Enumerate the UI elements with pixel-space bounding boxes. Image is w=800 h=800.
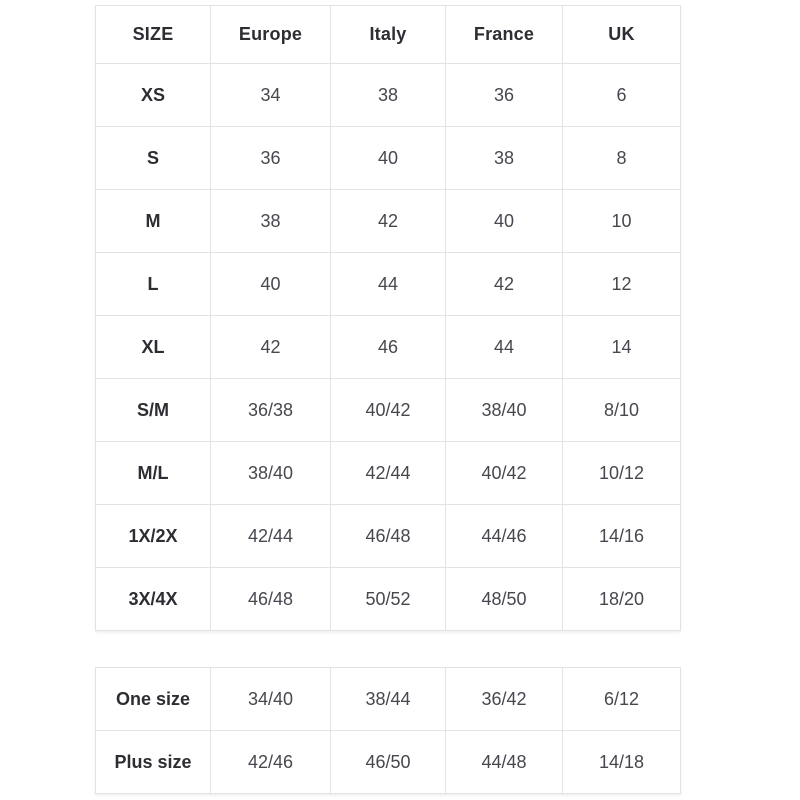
- size-label-cell: M: [95, 189, 211, 253]
- size-label-cell: 1X/2X: [95, 504, 211, 568]
- value-cell: 42/46: [210, 730, 331, 794]
- table-row: M 38 42 40 10: [95, 189, 681, 253]
- value-cell: 50/52: [330, 567, 446, 631]
- table-row: 1X/2X 42/44 46/48 44/46 14/16: [95, 504, 681, 568]
- size-conversion-table: SIZE Europe Italy France UK XS 34 38 36 6 S 36 40 38…: [95, 5, 681, 631]
- value-cell: 6: [562, 63, 681, 127]
- size-label-cell: 3X/4X: [95, 567, 211, 631]
- table-row: Plus size 42/46 46/50 44/48 14/18: [95, 730, 681, 794]
- value-cell: 40/42: [330, 378, 446, 442]
- table-row: XS 34 38 36 6: [95, 63, 681, 127]
- size-label-cell: S/M: [95, 378, 211, 442]
- table-row: M/L 38/40 42/44 40/42 10/12: [95, 441, 681, 505]
- size-conversion-table-header: SIZE Europe Italy France UK: [95, 5, 681, 64]
- value-cell: 46: [330, 315, 446, 379]
- value-cell: 6/12: [562, 667, 681, 731]
- value-cell: 42/44: [330, 441, 446, 505]
- value-cell: 34: [210, 63, 331, 127]
- table-row: S 36 40 38 8: [95, 126, 681, 190]
- value-cell: 8: [562, 126, 681, 190]
- header-cell: UK: [562, 5, 681, 64]
- value-cell: 44/46: [445, 504, 563, 568]
- value-cell: 40: [330, 126, 446, 190]
- value-cell: 38/44: [330, 667, 446, 731]
- value-cell: 42: [330, 189, 446, 253]
- table-row: 3X/4X 46/48 50/52 48/50 18/20: [95, 567, 681, 631]
- size-label-cell: One size: [95, 667, 211, 731]
- value-cell: 42: [445, 252, 563, 316]
- size-conversion-table-body: XS 34 38 36 6 S 36 40 38 8 M 38 42 40 10 L 40 44 42 12 XL 42 4…: [95, 63, 681, 631]
- header-cell: Europe: [210, 5, 331, 64]
- value-cell: 44: [445, 315, 563, 379]
- value-cell: 36/38: [210, 378, 331, 442]
- header-cell: Italy: [330, 5, 446, 64]
- value-cell: 36/42: [445, 667, 563, 731]
- value-cell: 40/42: [445, 441, 563, 505]
- value-cell: 14/16: [562, 504, 681, 568]
- value-cell: 46/48: [210, 567, 331, 631]
- size-label-cell: XL: [95, 315, 211, 379]
- value-cell: 36: [210, 126, 331, 190]
- value-cell: 46/48: [330, 504, 446, 568]
- value-cell: 38: [330, 63, 446, 127]
- value-cell: 44/48: [445, 730, 563, 794]
- one-size-plus-size-table: One size 34/40 38/44 36/42 6/12 Plus size 42/4…: [95, 667, 681, 794]
- value-cell: 34/40: [210, 667, 331, 731]
- table-row: One size 34/40 38/44 36/42 6/12: [95, 667, 681, 731]
- value-cell: 48/50: [445, 567, 563, 631]
- one-size-plus-size-table-body: One size 34/40 38/44 36/42 6/12 Plus size 42/4…: [95, 667, 681, 794]
- value-cell: 10: [562, 189, 681, 253]
- value-cell: 14: [562, 315, 681, 379]
- header-cell: France: [445, 5, 563, 64]
- size-label-cell: XS: [95, 63, 211, 127]
- value-cell: 18/20: [562, 567, 681, 631]
- header-row: SIZE Europe Italy France UK: [95, 5, 681, 64]
- value-cell: 14/18: [562, 730, 681, 794]
- size-label-cell: S: [95, 126, 211, 190]
- value-cell: 36: [445, 63, 563, 127]
- size-label-cell: Plus size: [95, 730, 211, 794]
- size-label-cell: L: [95, 252, 211, 316]
- value-cell: 44: [330, 252, 446, 316]
- value-cell: 12: [562, 252, 681, 316]
- value-cell: 42: [210, 315, 331, 379]
- value-cell: 38/40: [445, 378, 563, 442]
- table-row: XL 42 46 44 14: [95, 315, 681, 379]
- value-cell: 40: [445, 189, 563, 253]
- size-label-cell: M/L: [95, 441, 211, 505]
- value-cell: 42/44: [210, 504, 331, 568]
- value-cell: 10/12: [562, 441, 681, 505]
- value-cell: 38: [210, 189, 331, 253]
- table-row: S/M 36/38 40/42 38/40 8/10: [95, 378, 681, 442]
- table-row: L 40 44 42 12: [95, 252, 681, 316]
- value-cell: 38: [445, 126, 563, 190]
- value-cell: 40: [210, 252, 331, 316]
- header-cell: SIZE: [95, 5, 211, 64]
- value-cell: 46/50: [330, 730, 446, 794]
- value-cell: 38/40: [210, 441, 331, 505]
- value-cell: 8/10: [562, 378, 681, 442]
